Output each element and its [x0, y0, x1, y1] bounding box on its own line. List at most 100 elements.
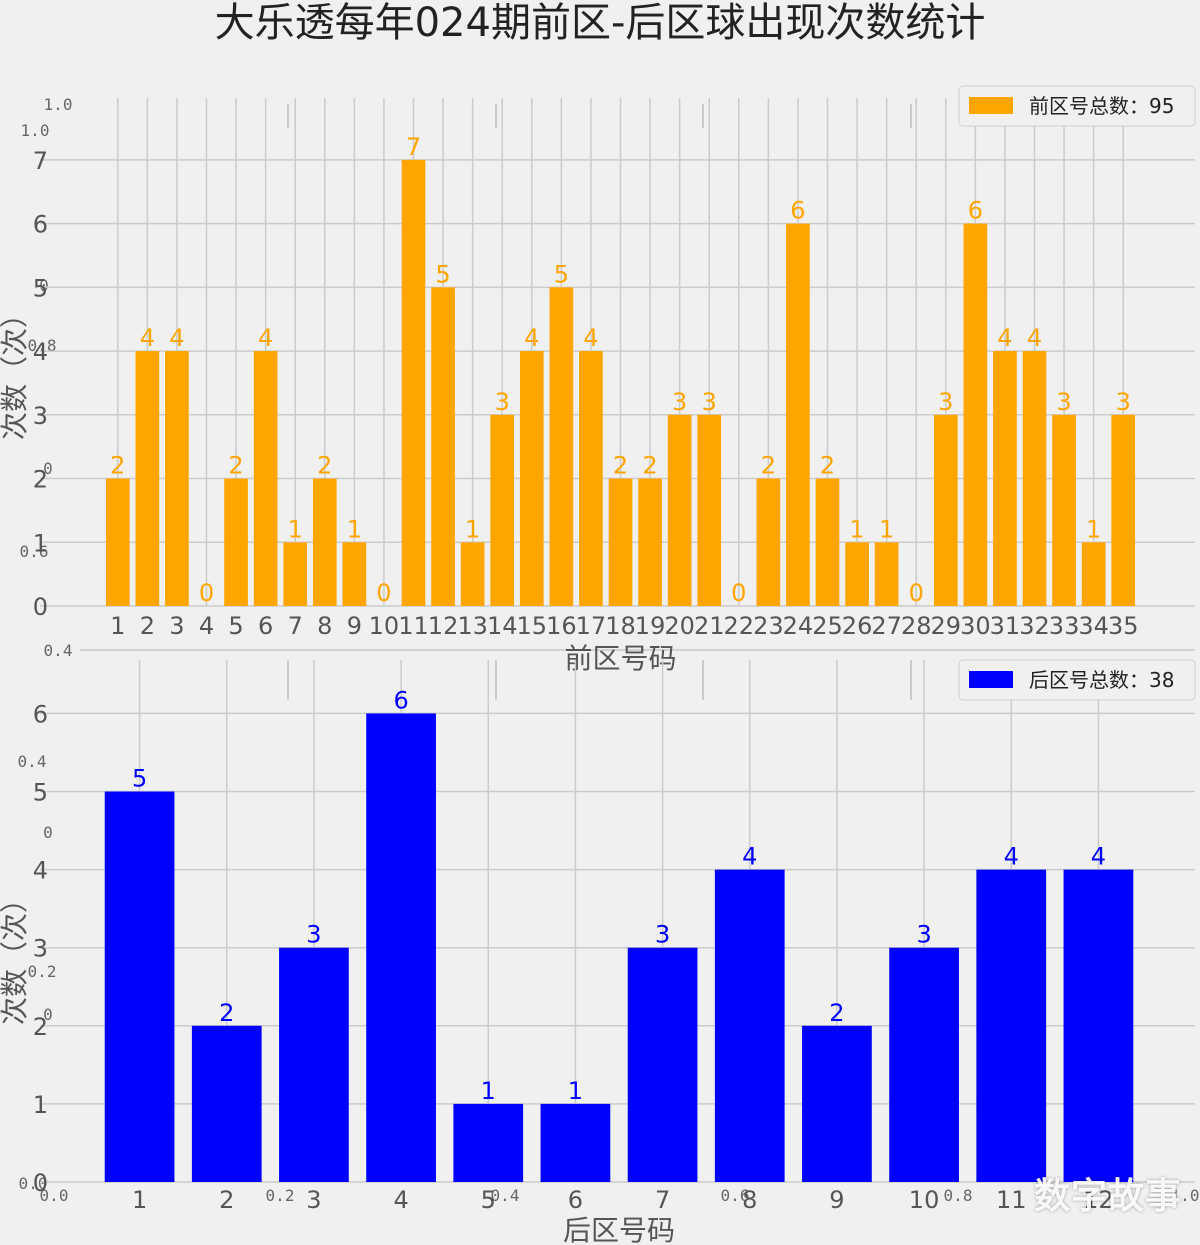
bar-value-label: 5 — [132, 765, 147, 793]
x-tick-label: 3 — [306, 1186, 321, 1214]
y-tick-label: 1 — [33, 529, 48, 557]
x-tick-label: 5 — [481, 1186, 496, 1214]
ghost-tick-label: 0 — [43, 459, 53, 478]
bar-value-label: 2 — [110, 452, 125, 480]
x-axis-label: 前区号码 — [564, 642, 676, 675]
ghost-tick-label: 0.2 — [266, 1186, 295, 1205]
ghost-tick-label: 0.8 — [28, 336, 57, 355]
x-tick-label: 9 — [829, 1186, 844, 1214]
bar — [638, 478, 662, 606]
bar-value-label: 3 — [672, 388, 687, 416]
bar-value-label: 5 — [554, 260, 569, 288]
x-tick-label: 12 — [1083, 1186, 1114, 1214]
bar-value-label: 1 — [1086, 515, 1101, 543]
x-tick-label: 16 — [546, 612, 577, 640]
bar — [453, 1103, 524, 1182]
bar — [549, 287, 574, 606]
bar — [874, 542, 899, 606]
y-axis-label: 次数（次） — [0, 885, 31, 1025]
bar-value-label: 2 — [820, 452, 835, 480]
bar-value-label: 0 — [731, 579, 746, 607]
ghost-tick-label: 1.0 — [1171, 1186, 1200, 1205]
bar-value-label: 1 — [288, 515, 303, 543]
x-tick-label: 7 — [655, 1186, 670, 1214]
bar-value-label: 2 — [761, 452, 776, 480]
ghost-tick-label: 0.4 — [491, 1186, 520, 1205]
bar — [802, 1025, 872, 1182]
x-tick-label: 4 — [199, 612, 214, 640]
y-tick-label: 3 — [33, 935, 48, 963]
bar — [845, 542, 869, 606]
bar-value-label: 3 — [1056, 388, 1071, 416]
y-tick-label: 2 — [33, 1013, 48, 1041]
bar-value-label: 3 — [916, 921, 931, 949]
chart-title: 大乐透每年024期前区-后区球出现次数统计 — [215, 0, 986, 46]
x-tick-label: 6 — [568, 1186, 583, 1214]
x-tick-label: 34 — [1078, 612, 1109, 640]
bar — [104, 791, 175, 1182]
bar-value-label: 3 — [702, 388, 717, 416]
x-tick-label: 28 — [901, 612, 932, 640]
x-tick-label: 18 — [605, 612, 636, 640]
x-tick-label: 19 — [635, 612, 666, 640]
bar-value-label: 1 — [568, 1077, 583, 1105]
bar-value-label: 4 — [1027, 324, 1042, 352]
x-tick-label: 24 — [783, 612, 814, 640]
charts-layer: 0123456721424304254617281901071151211331… — [0, 85, 1196, 1245]
x-tick-label: 32 — [1019, 612, 1050, 640]
bar — [342, 542, 367, 606]
legend-label: 后区号总数：38 — [1029, 668, 1174, 692]
x-tick-label: 30 — [960, 612, 991, 640]
y-tick-label: 1 — [33, 1091, 48, 1119]
bar-value-label: 4 — [140, 324, 155, 352]
ghost-tick-label: 0.8 — [944, 1186, 973, 1205]
bar-value-label: 2 — [613, 452, 628, 480]
y-tick-label: 7 — [33, 147, 48, 175]
bar — [608, 478, 633, 606]
subplot-2: 0123456512233641516374829310411412后区号码次数… — [0, 659, 1196, 1245]
bar-value-label: 4 — [524, 324, 539, 352]
bar-value-label: 3 — [1116, 388, 1131, 416]
bar-value-label: 2 — [228, 452, 243, 480]
bar-value-label: 0 — [376, 579, 391, 607]
bar-value-label: 6 — [790, 197, 805, 225]
bar-value-label: 4 — [583, 324, 598, 352]
x-tick-label: 6 — [258, 612, 273, 640]
bar-value-label: 6 — [393, 686, 408, 714]
bar — [714, 869, 785, 1182]
bar-value-label: 6 — [968, 197, 983, 225]
bar-value-label: 2 — [317, 452, 332, 480]
bar-value-label: 1 — [481, 1077, 496, 1105]
x-tick-label: 25 — [812, 612, 843, 640]
y-tick-label: 0 — [33, 593, 48, 621]
x-tick-label: 33 — [1049, 612, 1080, 640]
ghost-tick-label: 0.0 — [40, 1186, 69, 1205]
y-tick-label: 5 — [33, 274, 48, 302]
x-tick-label: 4 — [393, 1186, 408, 1214]
ghost-tick-label: 0 — [43, 1005, 53, 1024]
ghost-tick-label: 1.0 — [44, 95, 73, 114]
legend-box — [958, 659, 1196, 701]
bar — [401, 159, 426, 606]
bar — [490, 414, 515, 606]
bar — [191, 1025, 262, 1182]
bar — [1081, 542, 1106, 606]
bar — [224, 478, 248, 606]
bar-value-label: 4 — [169, 324, 184, 352]
bar-value-label: 1 — [465, 515, 480, 543]
ghost-tick-label: 0.6 — [20, 542, 49, 561]
ghost-tick-label: 0.0 — [19, 1174, 48, 1193]
x-tick-label: 1 — [132, 1186, 147, 1214]
bar-value-label: 5 — [435, 260, 450, 288]
legend-swatch — [969, 671, 1013, 688]
bar — [889, 947, 959, 1182]
x-tick-label: 31 — [990, 612, 1021, 640]
bar-value-label: 2 — [829, 999, 844, 1027]
x-tick-label: 12 — [428, 612, 459, 640]
x-tick-label: 14 — [487, 612, 518, 640]
x-tick-label: 8 — [742, 1186, 757, 1214]
x-tick-label: 11 — [398, 612, 429, 640]
legend: 前区号总数：95 — [958, 85, 1196, 127]
subplot-1: 0123456721424304254617281901071151211331… — [0, 85, 1196, 675]
bar — [697, 414, 722, 606]
